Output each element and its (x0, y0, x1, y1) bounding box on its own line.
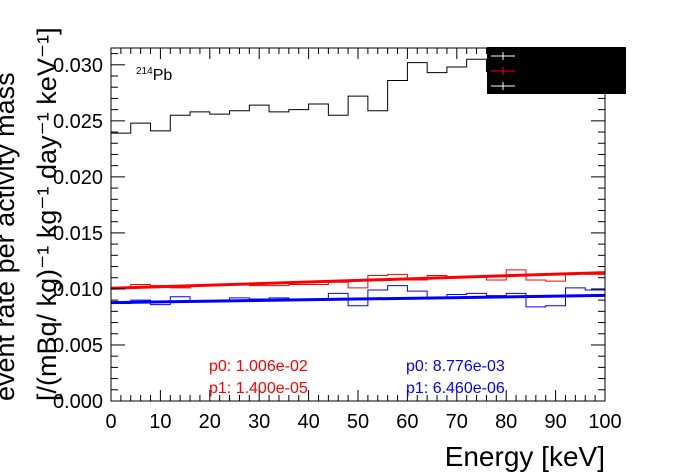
fit-line-1 (110, 293, 606, 305)
fit-line-0 (110, 271, 606, 290)
x-tick-label: 90 (544, 411, 566, 433)
y-tick-label: 0.000 (53, 391, 103, 413)
x-tick-label: 50 (347, 411, 369, 433)
fit-p1-label: p1: 1.400e-05 (209, 380, 308, 397)
y-tick-label: 0.010 (53, 279, 103, 301)
fit-labels: p0: 1.006e-02 p1: 1.400e-05 p0: 8.776e-03 p… (209, 358, 505, 397)
y-tick-label: 0.015 (53, 223, 103, 245)
x-tick-label: 30 (248, 411, 270, 433)
y-axis-title-line1: event rate per activity mass (0, 72, 20, 401)
isotope-label: 214Pb (136, 66, 172, 84)
x-tick-label: 80 (495, 411, 517, 433)
fit-p1-label: p1: 6.460e-06 (406, 380, 505, 397)
x-tick-label: 40 (297, 411, 319, 433)
axis-layer: 0 10 20 30 40 50 60 70 80 90 100 0.000 0.005 0.010 0.0… (53, 48, 622, 433)
x-tick-label: 10 (149, 411, 171, 433)
x-tick-label: 70 (446, 411, 468, 433)
y-tick-label: 0.030 (53, 55, 103, 77)
legend-marks (491, 52, 515, 90)
y-tick-label: 0.005 (53, 335, 103, 357)
fit-layer (110, 271, 606, 305)
x-tick-label: 60 (396, 411, 418, 433)
isotope-symbol: Pb (153, 67, 173, 84)
isotope-mass-number: 214 (136, 66, 153, 77)
y-axis-title-line2: [/(mBq/ kg)⁻¹ kg⁻¹ day⁻¹ keV⁻¹] (32, 27, 62, 401)
legend (487, 47, 626, 94)
x-tick-label: 20 (199, 411, 221, 433)
fit-p0-label: p0: 1.006e-02 (209, 358, 308, 375)
x-tick-label: 0 (105, 411, 116, 433)
x-tick-label: 100 (588, 411, 621, 433)
y-tick-label: 0.025 (53, 111, 103, 133)
fit-p0-label: p0: 8.776e-03 (406, 358, 505, 375)
y-tick-label: 0.020 (53, 167, 103, 189)
x-axis-title: Energy [keV] (445, 441, 605, 472)
